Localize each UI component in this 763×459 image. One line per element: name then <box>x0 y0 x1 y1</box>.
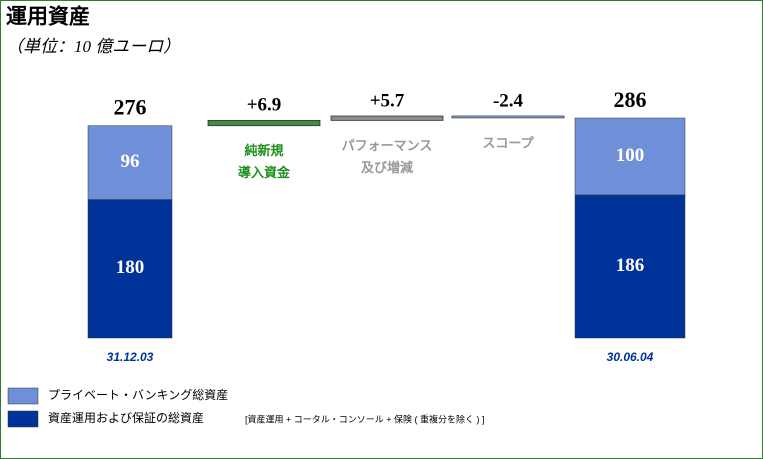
step-label: パフォーマンス <box>342 138 433 153</box>
segment-label: 180 <box>116 257 145 278</box>
bar-segment <box>574 194 686 339</box>
step-bar <box>451 115 565 119</box>
bar-segment <box>87 125 173 200</box>
segment-label: 100 <box>616 145 645 166</box>
total-label: 276 <box>114 95 147 120</box>
category-label: 31.12.03 <box>107 350 154 364</box>
legend-swatch <box>7 387 39 405</box>
legend-swatch <box>7 410 39 428</box>
step-value-label: +5.7 <box>370 90 405 111</box>
chart-title: 運用資産 <box>6 5 90 29</box>
category-label: 30.06.04 <box>607 350 654 364</box>
legend-label: 資産運用および保証の総資産 <box>48 410 204 425</box>
segment-label: 96 <box>121 151 140 172</box>
legend-label: プライベート・バンキング総資産 <box>48 387 228 402</box>
step-label: スコープ <box>482 135 534 150</box>
segment-label: 186 <box>616 255 645 276</box>
legend-note: [資産運用 + コータル・コンソール + 保険 ( 重複分を除く ) ] <box>245 413 485 424</box>
step-bar <box>330 115 444 121</box>
total-label: 286 <box>614 87 647 112</box>
chart-subtitle: （単位：10 億ユーロ） <box>6 37 180 56</box>
step-label: 導入資金 <box>238 165 291 180</box>
bar-segment <box>574 117 686 196</box>
bar-segment <box>87 199 173 339</box>
step-label: 純新規 <box>244 143 283 158</box>
step-value-label: +6.9 <box>247 95 282 116</box>
step-value-label: -2.4 <box>493 90 524 111</box>
step-label: 及び増減 <box>361 160 413 175</box>
step-bar <box>207 119 321 127</box>
